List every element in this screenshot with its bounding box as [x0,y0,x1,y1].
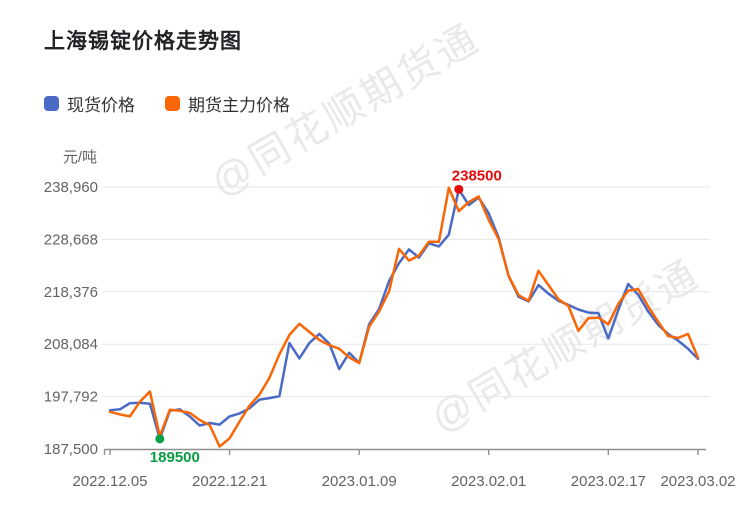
x-tick-label: 2023.02.17 [571,473,646,490]
y-axis-unit-label: 元/吨 [63,149,97,166]
min-point-dot [155,434,165,444]
y-tick-label: 228,668 [44,231,98,248]
x-tick-label: 2023.03.02 [660,473,735,490]
page-title: 上海锡锭价格走势图 [44,30,242,53]
x-tick-label: 2023.01.09 [322,473,397,490]
watermark-text-bottom: @同花顺期货通 [424,252,707,441]
y-tick-label: 208,084 [44,336,98,353]
legend-item-futures[interactable]: 期货主力价格 [165,91,290,116]
min-value-label: 189500 [150,449,200,466]
y-tick-label: 197,792 [44,389,98,406]
max-point-dot [454,184,464,194]
legend-swatch-spot-icon [44,96,59,111]
x-tick-label: 2023.02.01 [451,473,526,490]
chart-legend: 现货价格 期货主力价格 [44,91,290,116]
y-tick-label: 187,500 [44,441,98,458]
legend-label-spot: 现货价格 [67,96,135,115]
x-tick-label: 2022.12.21 [192,473,267,490]
watermark-text-top: @同花顺期货通 [204,16,487,205]
legend-swatch-futures-icon [165,96,180,111]
y-tick-label: 238,960 [44,179,98,196]
legend-item-spot[interactable]: 现货价格 [44,91,135,116]
legend-label-futures: 期货主力价格 [188,96,290,115]
x-tick-label: 2022.12.05 [72,473,147,490]
futures-price-line [108,186,700,448]
y-tick-label: 218,376 [44,284,98,301]
max-value-label: 238500 [452,167,502,184]
